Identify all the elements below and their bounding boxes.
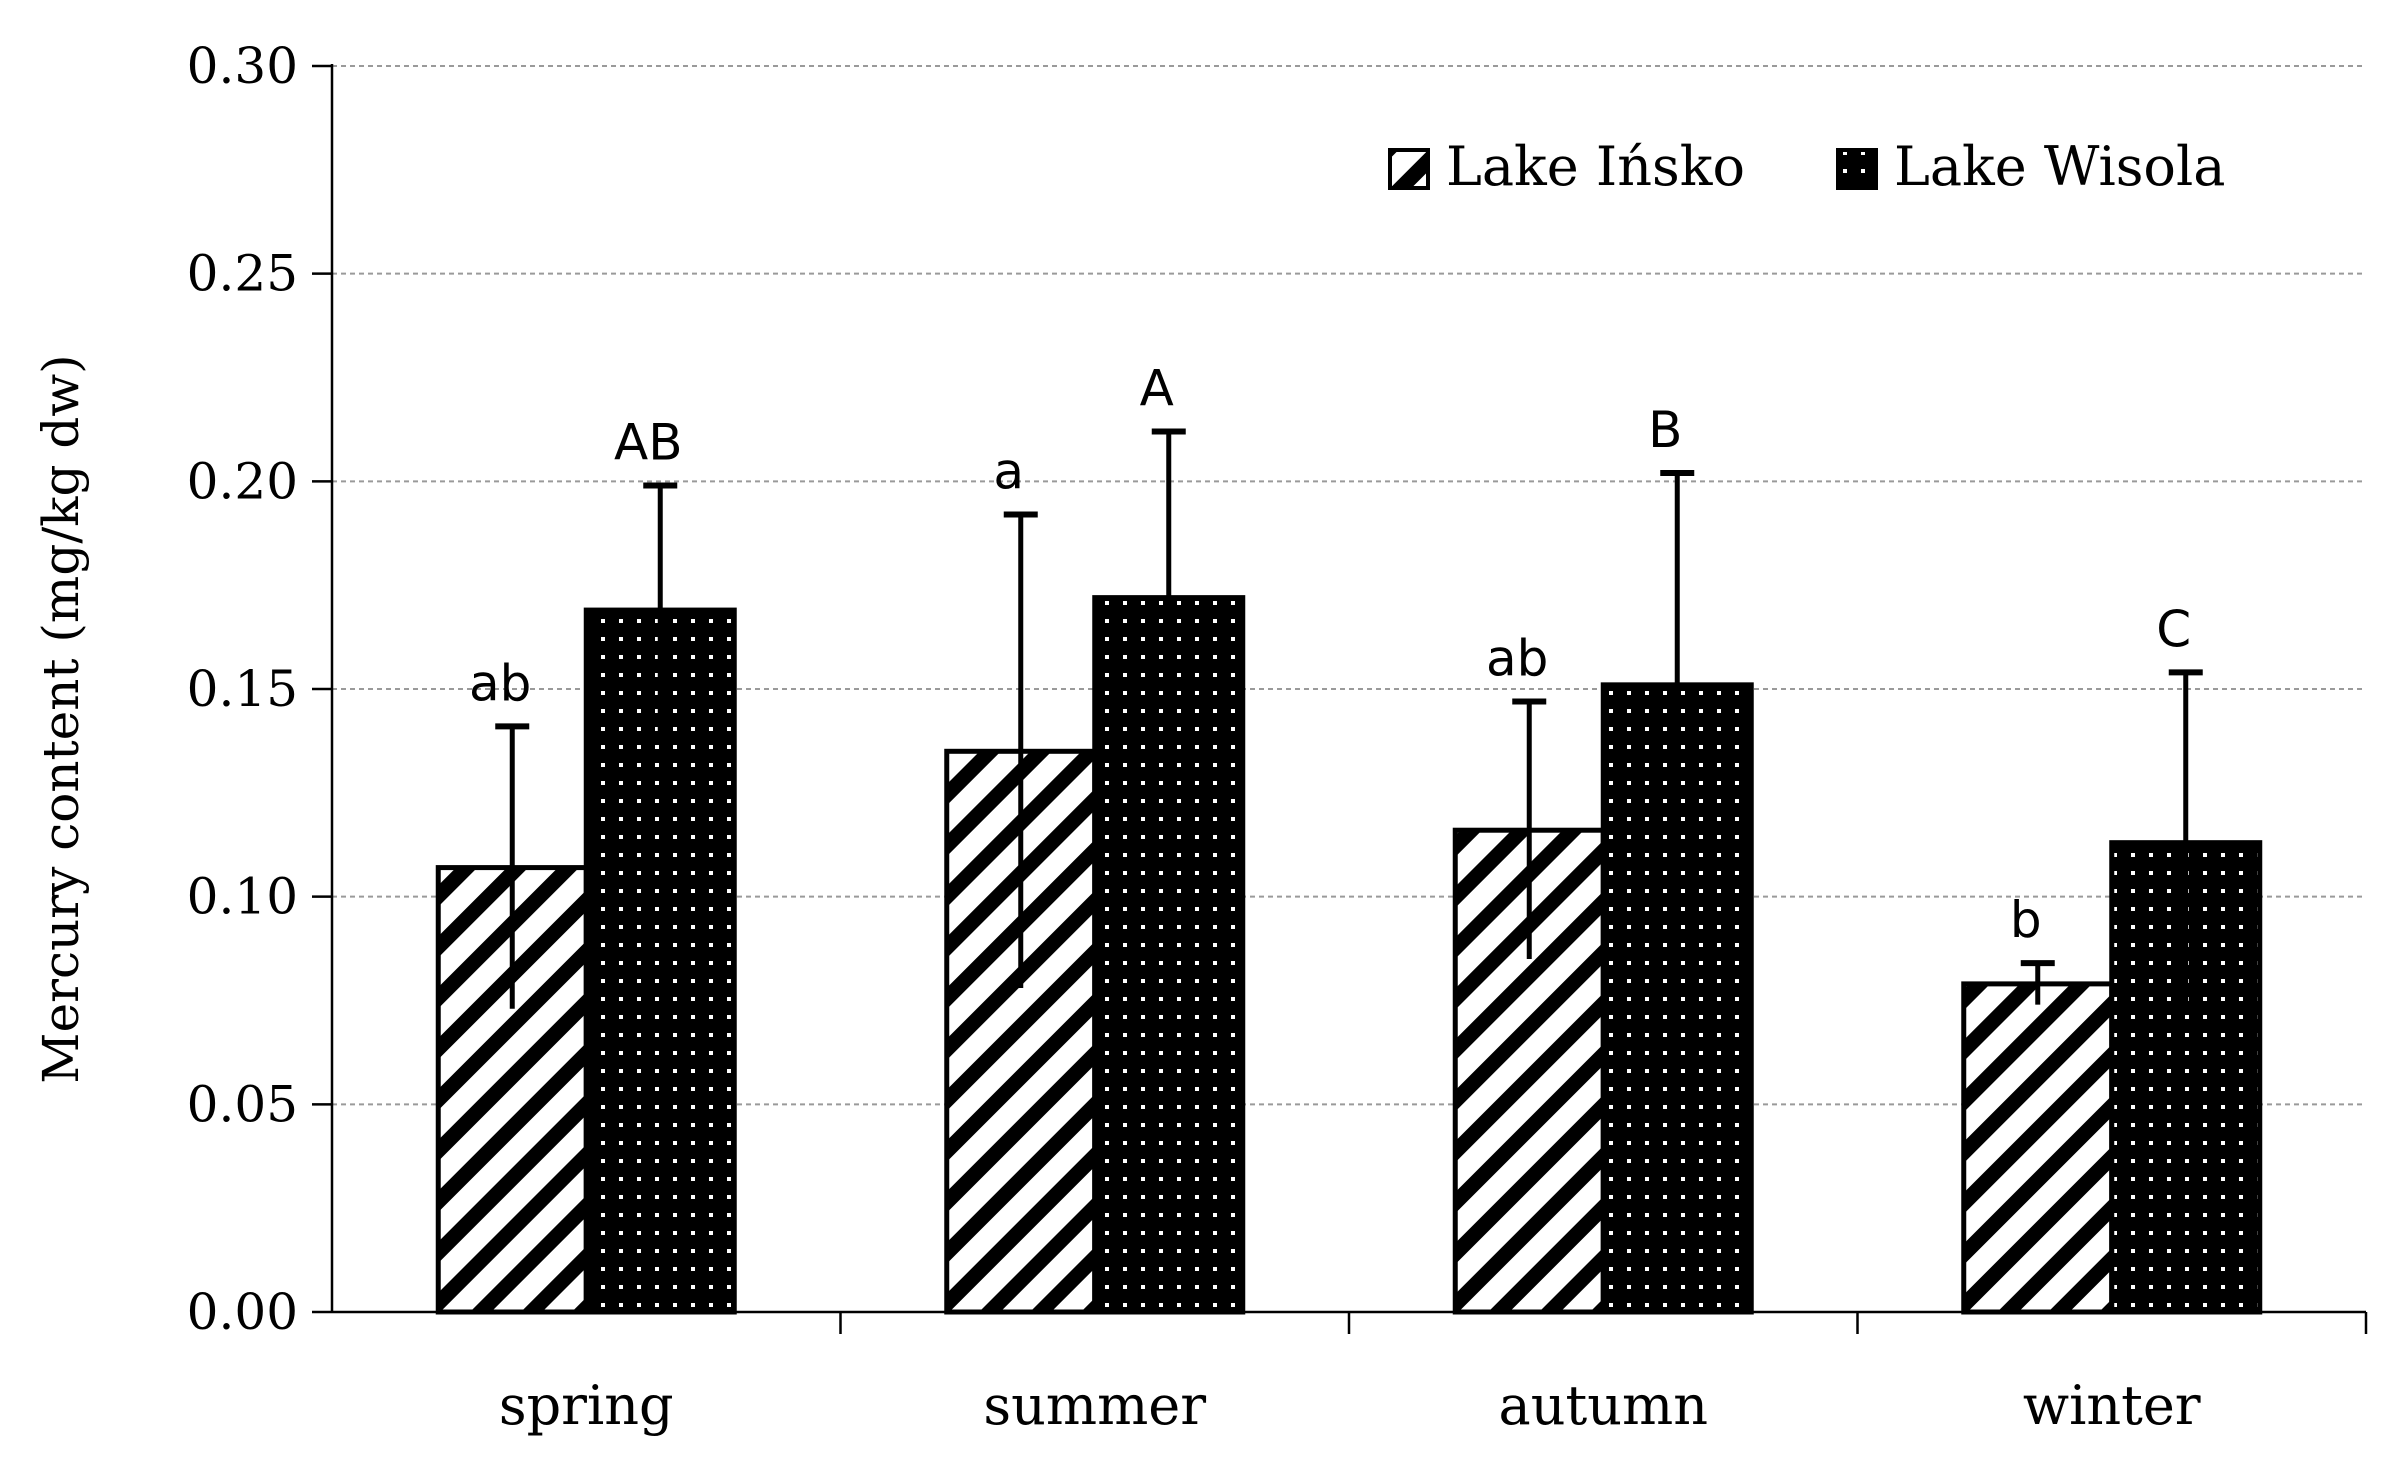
significance-label: A	[1140, 359, 1174, 417]
legend: Lake Ińsko Lake Wisola	[1388, 135, 2225, 198]
y-tick-label: 0.00	[187, 1283, 298, 1341]
axes: 0.00 0.05 0.10 0.15 0.20 0.25 0.30 Mercury cont…	[32, 37, 2368, 1437]
legend-label: Lake Ińsko	[1446, 135, 1745, 198]
y-tick-label: 0.10	[187, 868, 298, 926]
x-category-label: winter	[2023, 1374, 2201, 1437]
significance-label: B	[1648, 401, 1682, 459]
y-tick-label: 0.15	[187, 660, 298, 718]
x-category-label: summer	[983, 1374, 1206, 1437]
labels: ab AB a Aab Bb C	[469, 359, 2191, 949]
legend-swatch-wisola	[1836, 148, 1878, 190]
bars	[435, 595, 2263, 1315]
x-category-label: spring	[499, 1374, 674, 1437]
bar-winter-insko	[1961, 981, 2115, 1315]
significance-label: C	[2156, 600, 2191, 658]
error-bars	[495, 428, 2203, 1013]
legend-swatch-insko	[1388, 148, 1430, 190]
y-tick-label: 0.20	[187, 452, 298, 510]
legend-label: Lake Wisola	[1894, 135, 2225, 198]
significance-label: AB	[614, 413, 683, 471]
y-tick-label: 0.05	[187, 1075, 298, 1133]
significance-label: b	[2010, 891, 2042, 949]
significance-label: ab	[469, 654, 531, 712]
y-tick-label: 0.30	[187, 37, 298, 95]
significance-label: a	[993, 443, 1024, 501]
significance-label: ab	[1486, 629, 1548, 687]
y-tick-label: 0.25	[187, 245, 298, 303]
x-category-label: autumn	[1499, 1374, 1708, 1437]
y-axis-title: Mercury content (mg/kg dw)	[32, 354, 90, 1083]
